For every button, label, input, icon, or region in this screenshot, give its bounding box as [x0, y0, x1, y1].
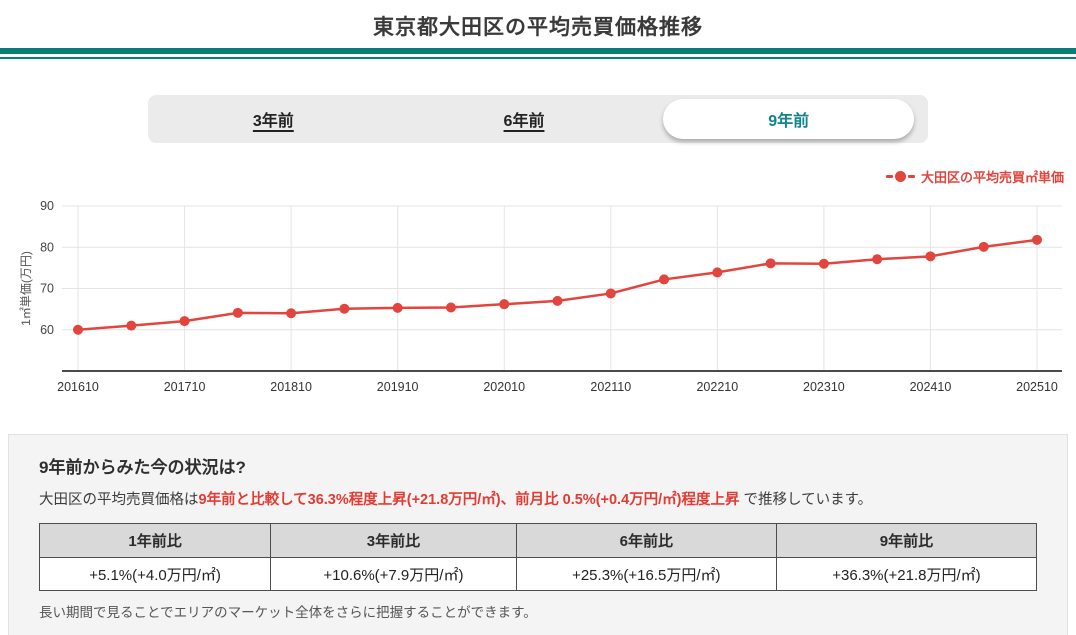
tab-9years-ago[interactable]: 9年前: [663, 99, 915, 139]
tab-6years-ago[interactable]: 6年前: [399, 95, 650, 143]
page-title: 東京都大田区の平均売買価格推移: [373, 16, 703, 39]
svg-text:202110: 202110: [590, 380, 631, 394]
comparison-table: 1年前比 3年前比 6年前比 9年前比 +5.1%(+4.0万円/㎡) +10.…: [38, 523, 1038, 591]
svg-text:70: 70: [40, 282, 54, 296]
comparison-header-9y: 9年前比: [775, 523, 1038, 558]
legend-line-dot-icon: [885, 170, 915, 182]
legend-label: 大田区の平均売買㎡単価: [920, 169, 1064, 185]
svg-text:201810: 201810: [270, 380, 312, 394]
svg-text:202310: 202310: [803, 380, 845, 394]
line-chart-canvas: 60 70 80 90 201610 201710 201810 201910 202010 20…: [19, 199, 1062, 394]
price-trend-chart: 60 70 80 90 201610 201710 201810 201910 202010 20…: [0, 185, 1076, 400]
svg-text:80: 80: [40, 240, 54, 254]
svg-text:201610: 201610: [57, 380, 99, 394]
comparison-value-6y: +25.3%(+16.5万円/㎡): [515, 557, 777, 591]
summary-lead-tail: で推移しています。: [739, 492, 873, 508]
page: 東京都大田区の平均売買価格推移 3年前 6年前 9年前 大田区の平均売買㎡単価 …: [0, 11, 1076, 635]
accent-rule-thick: [0, 48, 1076, 54]
svg-text:202010: 202010: [483, 380, 525, 394]
legend-item[interactable]: 大田区の平均売買㎡単価: [885, 167, 1064, 186]
comparison-header-row: 1年前比 3年前比 6年前比 9年前比: [38, 523, 1038, 558]
summary-heading: 9年前からみた今の状況は?: [39, 458, 246, 477]
svg-text:90: 90: [40, 199, 54, 213]
period-tab-bar: 3年前 6年前 9年前: [148, 95, 928, 143]
tab-label: 9年前: [768, 113, 810, 130]
comparison-header-3y: 3年前比: [270, 523, 517, 558]
tab-label: 6年前: [503, 113, 545, 130]
chart-legend: 大田区の平均売買㎡単価: [0, 167, 1064, 185]
summary-lead-plain: 大田区の平均売買価格は: [39, 492, 199, 508]
tab-label: 3年前: [252, 113, 294, 130]
svg-text:201910: 201910: [377, 380, 419, 394]
summary-footnote: 長い期間で見ることでエリアのマーケット全体をさらに把握することができます。: [39, 605, 537, 620]
comparison-value-9y: +36.3%(+21.8万円/㎡): [775, 557, 1038, 591]
summary-panel: 9年前からみた今の状況は? 大田区の平均売買価格は9年前と比較して36.3%程度…: [8, 434, 1068, 635]
summary-lead: 大田区の平均売買価格は9年前と比較して36.3%程度上昇(+21.8万円/㎡)、…: [39, 488, 1037, 509]
comparison-value-row: +5.1%(+4.0万円/㎡) +10.6%(+7.9万円/㎡) +25.3%(…: [38, 557, 1038, 591]
comparison-header-1y: 1年前比: [38, 523, 272, 558]
svg-text:202410: 202410: [910, 380, 952, 394]
comparison-header-6y: 6年前比: [515, 523, 777, 558]
comparison-value-3y: +10.6%(+7.9万円/㎡): [270, 557, 517, 591]
svg-text:202210: 202210: [696, 380, 738, 394]
accent-rule-thin: [0, 57, 1076, 59]
summary-lead-highlight: 9年前と比較して36.3%程度上昇(+21.8万円/㎡)、前月比 0.5%(+0…: [198, 492, 740, 508]
svg-text:60: 60: [40, 323, 54, 337]
svg-text:201710: 201710: [164, 380, 206, 394]
tab-3years-ago[interactable]: 3年前: [148, 95, 399, 143]
svg-text:1㎡単価(万円): 1㎡単価(万円): [19, 251, 33, 326]
svg-text:202510: 202510: [1016, 380, 1058, 394]
comparison-value-1y: +5.1%(+4.0万円/㎡): [38, 557, 272, 591]
page-header: 東京都大田区の平均売買価格推移: [0, 11, 1076, 59]
